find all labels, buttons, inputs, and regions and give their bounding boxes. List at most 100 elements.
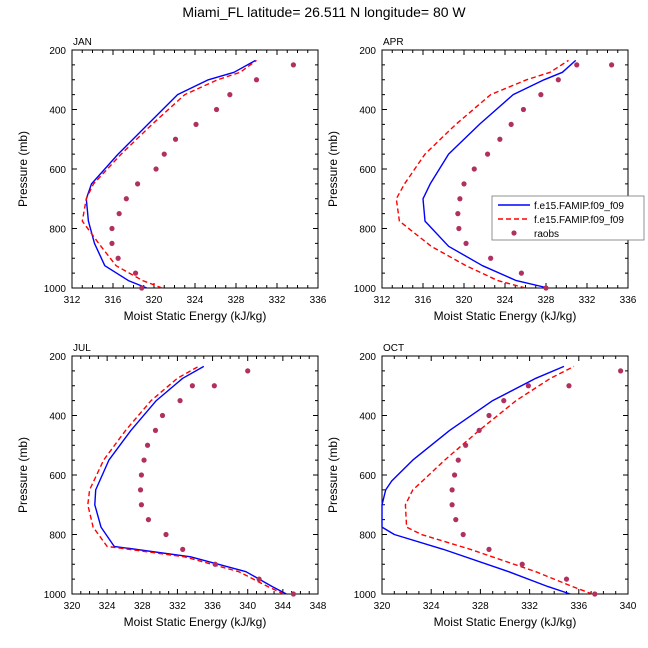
raobs-marker	[451, 472, 458, 478]
legend-box	[491, 195, 645, 241]
raobs-marker	[455, 211, 461, 217]
plot-frame	[381, 355, 629, 595]
x-tick-label: 332	[521, 601, 538, 612]
y-tick-label: 800	[359, 531, 376, 542]
x-tick-label: 324	[187, 295, 204, 306]
y-tick-label: 200	[359, 352, 376, 363]
raobs-marker	[245, 368, 251, 374]
x-axis-label: Moist Static Energy (kJ/kg)	[124, 309, 267, 323]
y-tick-label: 200	[49, 46, 66, 57]
x-tick-label: 344	[275, 601, 292, 612]
x-tick-label: 340	[620, 601, 637, 612]
x-tick-label: 316	[415, 295, 432, 306]
raobs-marker	[152, 427, 159, 433]
x-tick-label: 348	[310, 601, 327, 612]
y-tick-label: 200	[49, 352, 66, 363]
panel-jul: 320 324 328 332 336 340 344 348 200 400 600 800 1000…	[16, 343, 327, 629]
raobs-marker	[520, 106, 527, 113]
panel-label: OCT	[383, 343, 404, 354]
raobs-marker	[180, 546, 186, 552]
raobs-marker	[471, 166, 477, 172]
raobs-marker	[455, 457, 461, 463]
y-tick-label: 1000	[44, 284, 67, 295]
series-line-solid	[381, 365, 571, 595]
raobs-marker	[497, 136, 503, 142]
raobs-marker	[484, 151, 491, 157]
raobs-marker	[256, 576, 262, 582]
raobs-marker	[563, 576, 570, 582]
raobs-marker	[109, 225, 115, 232]
raobs-marker	[116, 211, 122, 217]
raobs-marker	[189, 383, 195, 389]
series-line-dashed	[395, 59, 569, 289]
raobs-marker	[519, 561, 525, 567]
raobs-marker	[463, 240, 469, 246]
raobs-marker	[486, 546, 492, 552]
x-tick-label: 336	[570, 601, 587, 612]
series-line-dashed	[81, 59, 257, 289]
raobs-marker	[213, 106, 220, 113]
y-tick-label: 800	[359, 225, 376, 236]
raobs-marker	[144, 442, 151, 448]
raobs-marker	[518, 270, 525, 276]
series-line-solid	[94, 365, 287, 595]
x-tick-label: 320	[374, 601, 391, 612]
x-tick-label: 324	[99, 601, 116, 612]
raobs-marker	[453, 517, 459, 523]
raobs-marker	[460, 531, 466, 538]
raobs-marker	[161, 151, 167, 157]
x-tick-label: 332	[579, 295, 596, 306]
raobs-marker	[488, 255, 494, 261]
raobs-marker	[139, 285, 145, 291]
raobs-marker	[137, 487, 144, 493]
y-axis-label: Pressure (mb)	[326, 131, 340, 207]
raobs-marker	[463, 442, 469, 448]
panel-label: JUL	[73, 343, 91, 354]
y-tick-label: 200	[359, 46, 376, 57]
raobs-marker	[132, 270, 139, 276]
series-line-dashed	[404, 365, 593, 595]
legend-label: raobs	[534, 229, 559, 240]
raobs-marker	[456, 225, 462, 232]
series-line-solid	[422, 59, 577, 289]
y-tick-label: 800	[49, 225, 66, 236]
x-tick-label: 336	[620, 295, 637, 306]
raobs-marker	[501, 398, 507, 404]
x-tick-label: 336	[310, 295, 327, 306]
raobs-marker	[253, 77, 260, 83]
y-tick-label: 1000	[44, 590, 67, 601]
legend-label: f.e15.FAMIP.f09_f09	[534, 201, 624, 212]
raobs-marker	[109, 240, 115, 246]
y-tick-label: 400	[359, 412, 376, 423]
y-tick-label: 600	[49, 471, 66, 482]
panel-label: APR	[383, 37, 404, 48]
raobs-marker	[141, 457, 147, 463]
x-tick-label: 320	[64, 601, 81, 612]
raobs-marker	[618, 368, 624, 374]
raobs-marker	[449, 502, 455, 508]
x-tick-label: 320	[146, 295, 163, 306]
y-tick-label: 800	[49, 531, 66, 542]
y-tick-label: 1000	[354, 590, 377, 601]
raobs-marker	[138, 472, 145, 478]
x-tick-label: 340	[239, 601, 256, 612]
raobs-marker	[135, 181, 141, 187]
x-tick-label: 328	[134, 601, 151, 612]
raobs-marker	[177, 398, 183, 404]
x-tick-label: 324	[423, 601, 440, 612]
y-tick-label: 400	[359, 106, 376, 117]
raobs-marker	[172, 136, 179, 142]
panel-apr: 312 316 320 324 328 332 336 200 400 600 800 1000 Moi…	[326, 37, 645, 323]
raobs-marker	[574, 62, 580, 68]
x-tick-label: 316	[105, 295, 122, 306]
series-line-dashed	[87, 365, 284, 595]
y-tick-label: 400	[49, 412, 66, 423]
raobs-marker	[543, 285, 549, 291]
x-tick-label: 324	[497, 295, 514, 306]
panel-oct: 320 324 328 332 336 340 200 400 600 800 1000 Moist …	[326, 343, 637, 629]
x-tick-label: 332	[169, 601, 186, 612]
x-tick-label: 336	[204, 601, 221, 612]
y-axis-label: Pressure (mb)	[16, 437, 30, 513]
raobs-marker	[211, 383, 217, 389]
